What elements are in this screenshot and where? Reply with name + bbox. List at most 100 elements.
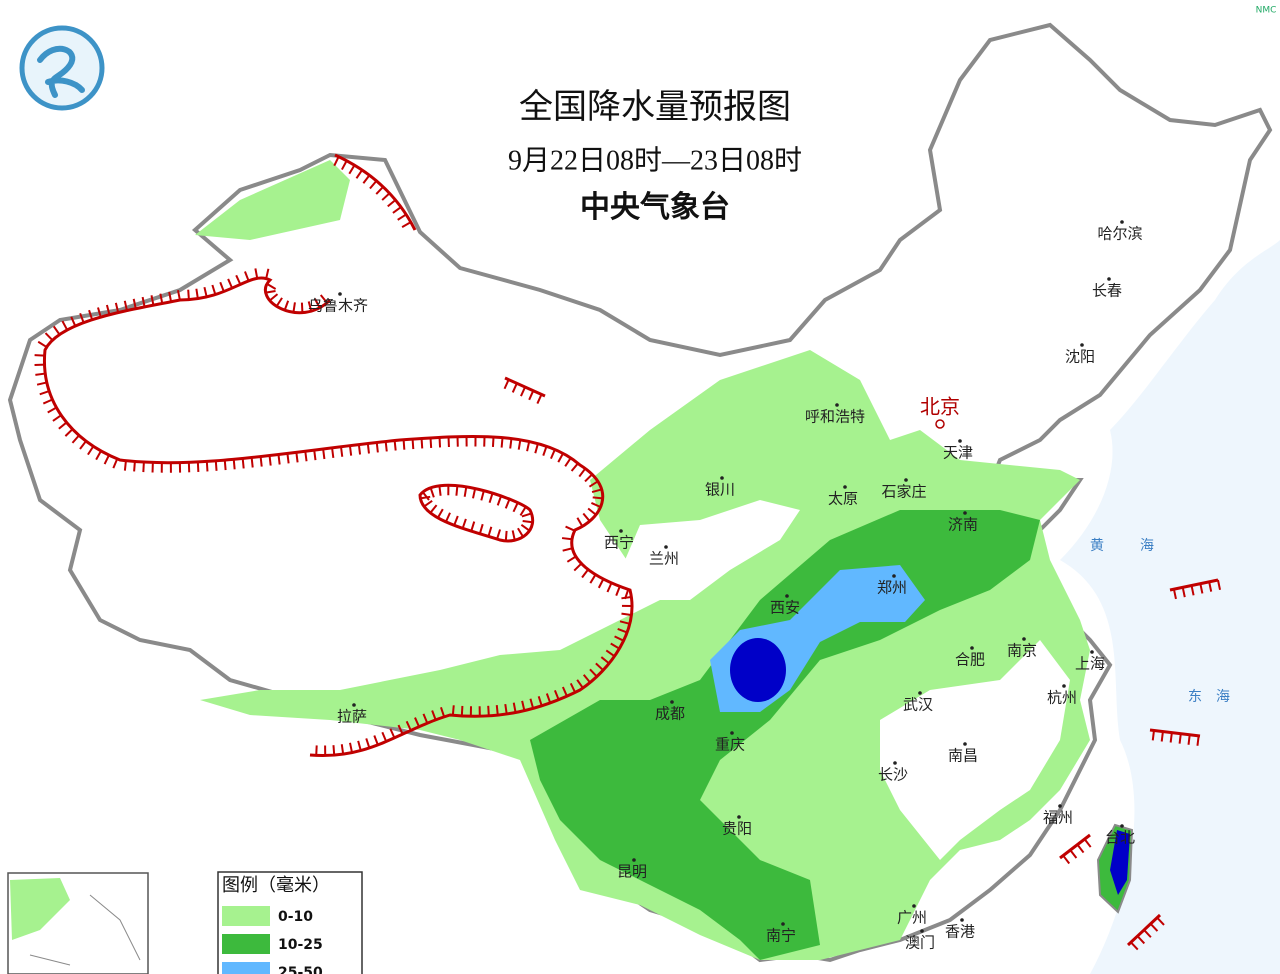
front-tick (1149, 923, 1159, 932)
city-dot (958, 439, 962, 443)
city-label: 天津 (943, 444, 973, 462)
city-label: 太原 (828, 490, 858, 508)
front-line (1059, 833, 1091, 860)
front-tick (103, 454, 110, 465)
front-tick (564, 457, 572, 467)
front-tick (591, 488, 602, 494)
front-tick (105, 304, 111, 315)
front-tick (520, 524, 531, 532)
front-tick (366, 443, 370, 454)
front-tick (453, 515, 459, 526)
front-tick (619, 620, 630, 625)
front-tick (375, 186, 384, 195)
front-tick (348, 445, 353, 456)
front-tick (37, 340, 48, 348)
logo-mark (37, 45, 85, 98)
front-tick (332, 745, 336, 756)
front-tick (504, 530, 508, 541)
front-tick (64, 428, 74, 437)
front-tick (595, 662, 604, 671)
front-tick (528, 390, 535, 401)
front-tick (550, 449, 556, 460)
front-tick (440, 707, 446, 718)
map-subtitle: 9月22日08时—23日08时 (508, 144, 802, 176)
front-tick (275, 297, 283, 307)
front-tick (615, 585, 621, 597)
front-tick (578, 467, 587, 478)
front-tick (333, 156, 340, 167)
sea-label: 东 (1188, 689, 1202, 705)
city-label: 澳门 (905, 934, 935, 952)
city-dot (892, 574, 896, 578)
front-tick (1160, 731, 1164, 742)
front-tick (39, 390, 50, 396)
front-tick (444, 512, 451, 523)
front-tick (606, 582, 613, 593)
front-tick (392, 206, 402, 214)
city-dot (632, 858, 636, 862)
front-tick (587, 507, 597, 516)
front-tick (286, 453, 290, 464)
front-tick (573, 562, 583, 572)
front-tick (1136, 935, 1146, 945)
front-tick (562, 547, 573, 552)
front-tick (534, 443, 539, 454)
front-tick (438, 437, 442, 448)
front-tick (1208, 581, 1213, 592)
front-tick (232, 459, 236, 470)
city-label: 南京 (1007, 642, 1037, 660)
front-tick (1199, 583, 1204, 594)
city-dot (670, 700, 674, 704)
front-tick (381, 192, 391, 201)
front-tick (617, 627, 628, 634)
front-tick (589, 668, 598, 678)
front-tick (429, 487, 435, 498)
front-tick (512, 502, 519, 513)
city-label: 合肥 (955, 651, 985, 669)
front-tick (519, 506, 527, 516)
front-tick (393, 440, 397, 451)
front-tick (141, 296, 146, 308)
front-tick (114, 302, 120, 313)
front-tick (265, 289, 276, 294)
front-line (42, 276, 634, 758)
front-tick (1169, 732, 1173, 743)
front-tick (621, 596, 632, 600)
front-tick (504, 498, 511, 509)
front-tick (509, 438, 513, 449)
front-tick (341, 160, 348, 171)
front-tick (402, 439, 406, 450)
front-tick (1196, 735, 1200, 746)
front-tick (503, 379, 510, 390)
sea (1060, 240, 1280, 974)
front-tick (589, 574, 597, 584)
city-label: 西安 (770, 599, 800, 617)
city-dot (912, 904, 916, 908)
legend-swatch (222, 962, 270, 974)
front-tick (488, 492, 494, 503)
sea-label: 黄 (1090, 537, 1104, 554)
city-label: 南昌 (948, 747, 978, 765)
front-tick (314, 298, 321, 309)
front-tick (79, 312, 85, 324)
sea-label: 海 (1216, 689, 1230, 705)
front-tick (588, 480, 599, 488)
city-label: 兰州 (649, 550, 679, 568)
city-label: 呼和浩特 (805, 408, 865, 426)
city-dot (352, 703, 356, 707)
front-tick (511, 530, 516, 541)
front-tick (214, 460, 218, 471)
front-tick (600, 656, 610, 665)
front-tick (397, 724, 404, 735)
front-tick (511, 382, 518, 393)
front-tick (36, 381, 48, 386)
city-dot (918, 691, 922, 695)
front-tick (423, 499, 433, 508)
front-tick (259, 456, 263, 467)
legend: 图例（毫米） 0-10 10-25 25-50 (217, 871, 363, 974)
agency: 中央气象台 (580, 190, 730, 224)
front-tick (355, 169, 363, 179)
front-tick (1181, 587, 1186, 598)
city-label: 郑州 (877, 579, 907, 597)
